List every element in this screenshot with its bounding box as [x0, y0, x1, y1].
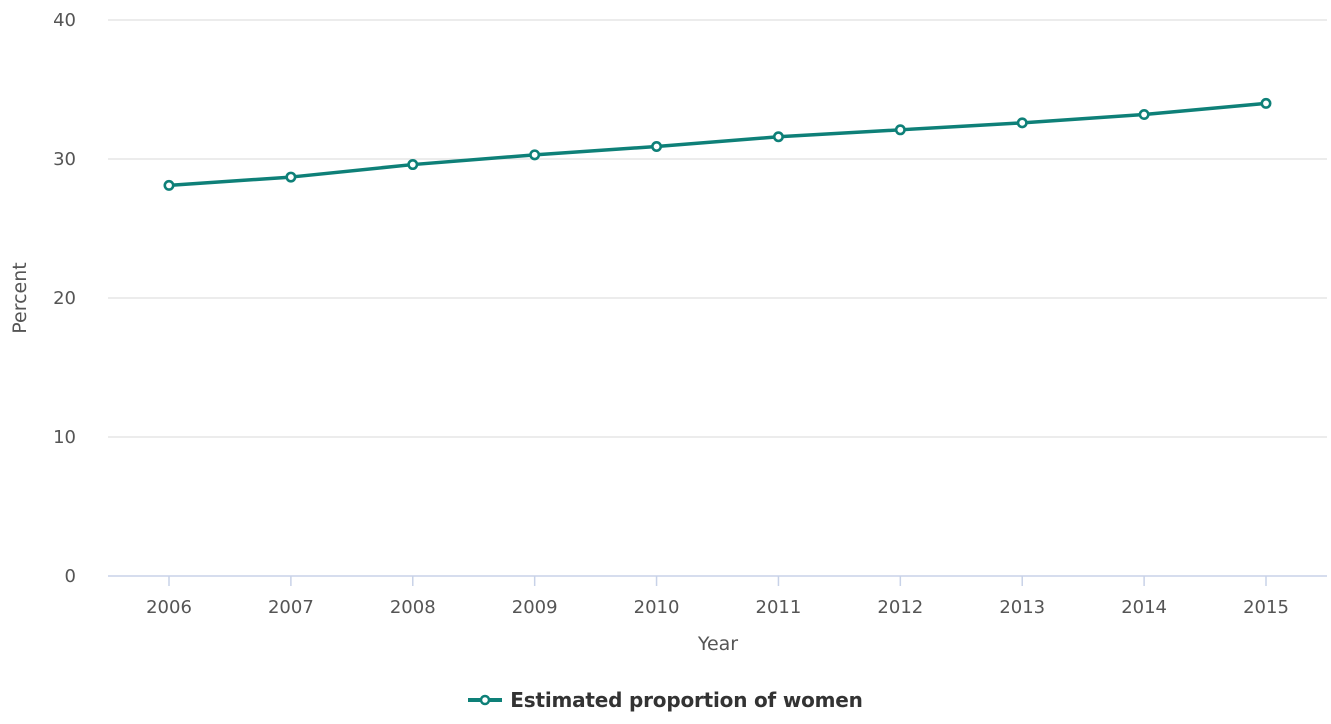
x-tick-label: 2015 [1243, 597, 1289, 618]
data-point[interactable] [529, 149, 541, 161]
data-point[interactable] [894, 124, 906, 136]
data-point[interactable] [651, 140, 663, 152]
series-line [167, 101, 1268, 188]
x-tick-label: 2008 [390, 597, 436, 618]
x-tick-label: 2009 [512, 597, 558, 618]
data-point[interactable] [407, 159, 419, 171]
x-tick-label: 2012 [877, 597, 923, 618]
data-point[interactable] [163, 179, 175, 191]
x-tick-label: 2007 [268, 597, 314, 618]
gridlines [108, 19, 1327, 438]
x-axis [108, 575, 1327, 586]
data-point[interactable] [772, 131, 784, 143]
series-estimated-proportion-of-women [163, 97, 1272, 191]
data-point[interactable] [1260, 97, 1272, 109]
y-tick-label: 40 [53, 10, 76, 31]
x-tick-label: 2006 [146, 597, 192, 618]
legend[interactable]: Estimated proportion of women [0, 688, 1331, 712]
x-axis-title: Year [697, 633, 738, 655]
legend-series-label: Estimated proportion of women [510, 688, 863, 712]
legend-series-marker-icon [468, 694, 503, 706]
x-axis-tick-labels: 2006 2007 2008 2009 2010 2011 2012 2013 2014 2015 [146, 597, 1289, 618]
x-tick-label: 2010 [634, 597, 680, 618]
x-tick-label: 2013 [999, 597, 1045, 618]
data-point[interactable] [1016, 117, 1028, 129]
data-point[interactable] [285, 171, 297, 183]
y-tick-label: 0 [65, 566, 76, 587]
y-axis-title: Percent [9, 262, 31, 334]
y-tick-label: 10 [53, 427, 76, 448]
y-tick-label: 20 [53, 288, 76, 309]
data-point[interactable] [1138, 109, 1150, 121]
x-tick-label: 2011 [756, 597, 802, 618]
x-tick-label: 2014 [1121, 597, 1167, 618]
y-tick-label: 30 [53, 149, 76, 170]
y-axis-tick-labels: 0 10 20 30 40 [53, 10, 76, 587]
